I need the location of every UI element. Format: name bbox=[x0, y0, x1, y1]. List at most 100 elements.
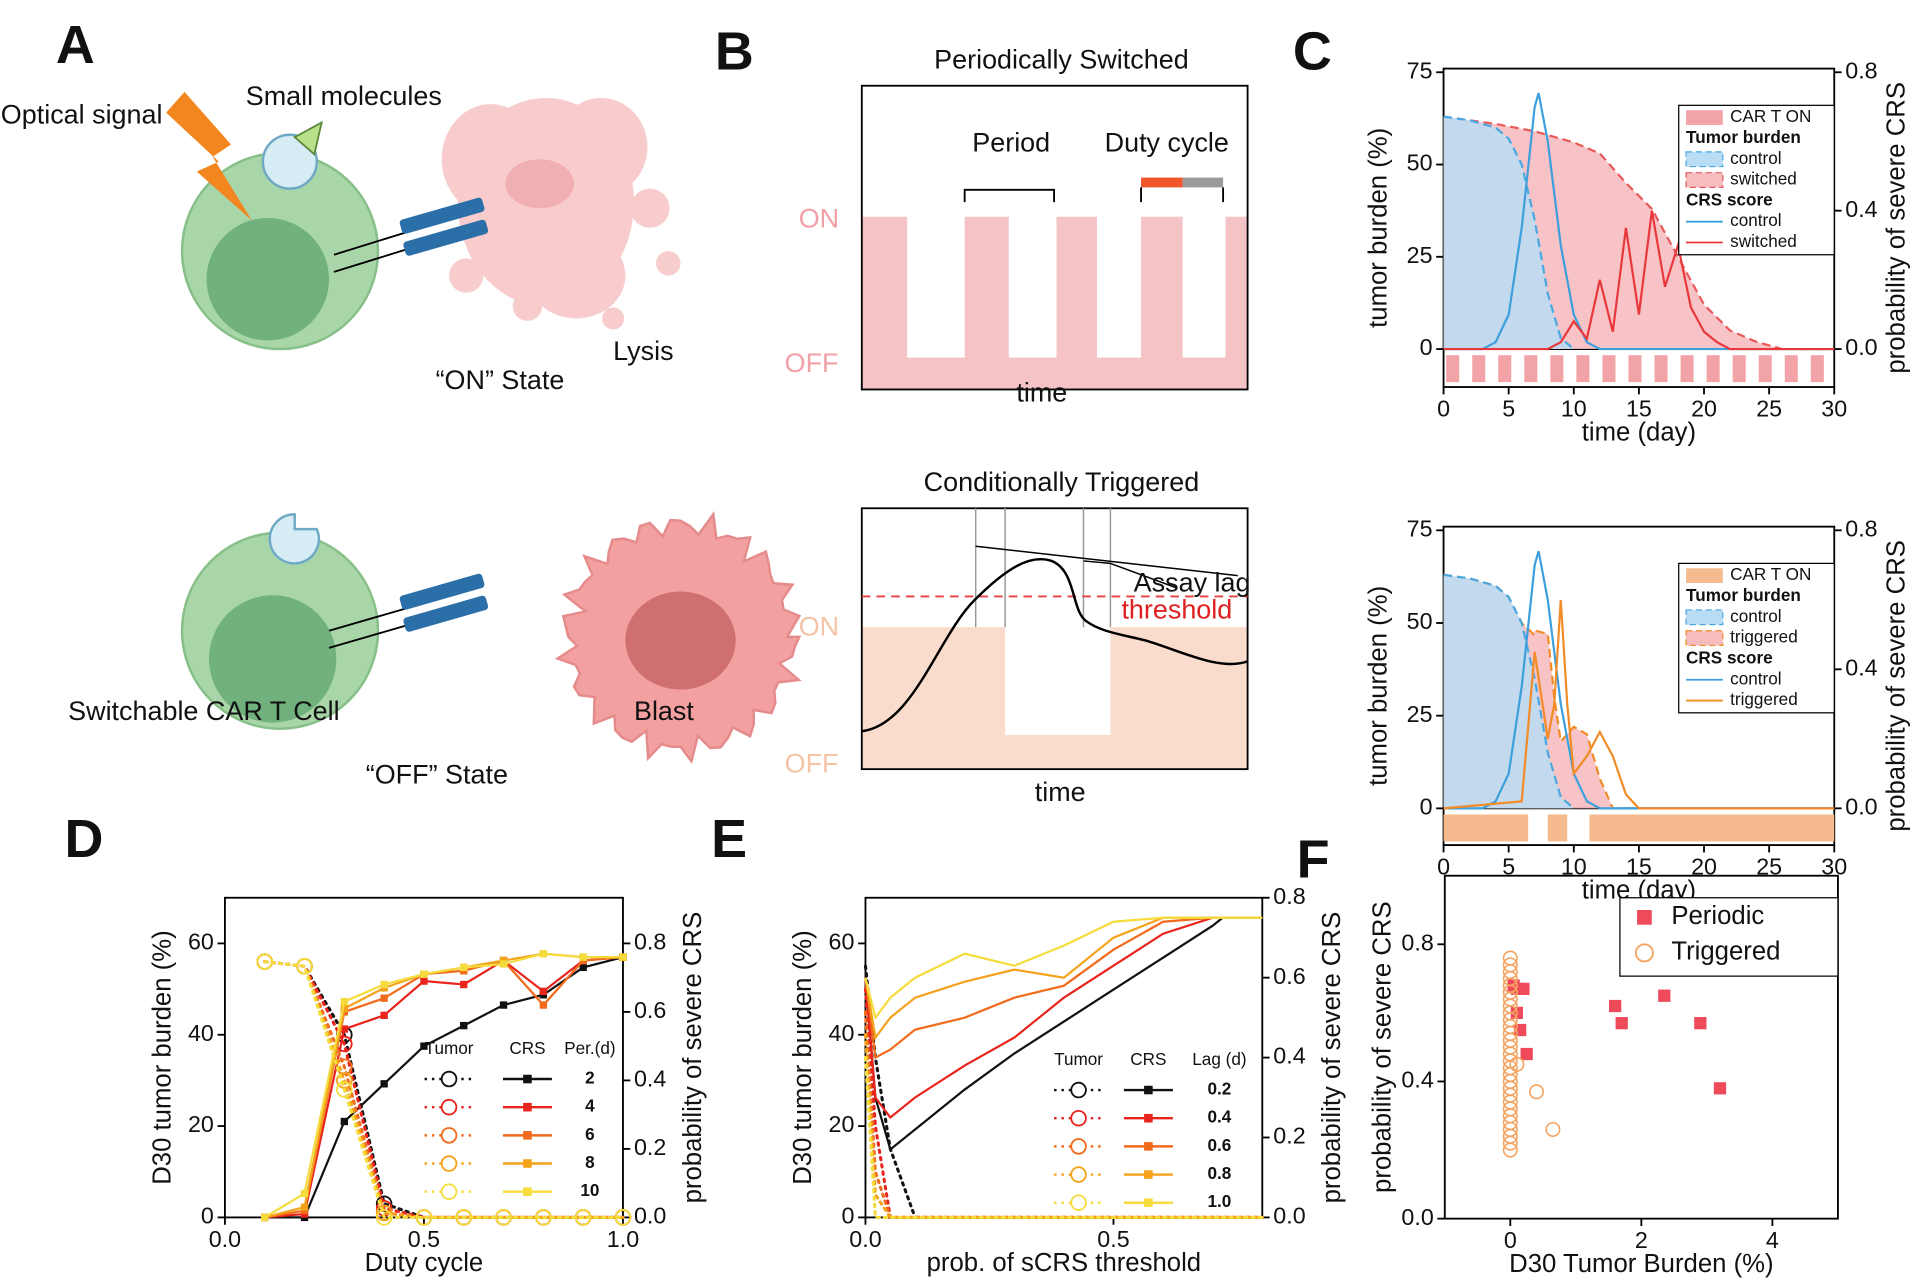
tumor-line bbox=[1443, 115, 1575, 350]
label: threshold bbox=[1121, 594, 1232, 624]
tumor-marker bbox=[296, 957, 313, 975]
point bbox=[1545, 1121, 1561, 1138]
label: Period bbox=[972, 128, 1050, 158]
tumor-marker bbox=[614, 1209, 632, 1226]
crs-line bbox=[264, 952, 623, 1219]
crs-marker bbox=[380, 1011, 388, 1020]
legend-label: triggered bbox=[1730, 689, 1798, 709]
x-tick-label: 2 bbox=[1635, 1227, 1648, 1253]
y-tick-label: 25 bbox=[1407, 701, 1433, 727]
label: Switchable CAR T Cell bbox=[68, 696, 339, 726]
crs-marker bbox=[460, 1021, 468, 1030]
crs-marker bbox=[380, 994, 388, 1002]
point bbox=[1615, 1017, 1628, 1030]
car-receptor bbox=[333, 197, 489, 273]
nucleus bbox=[208, 595, 337, 723]
legend-label: control bbox=[1730, 148, 1781, 168]
tumor-marker bbox=[375, 1209, 393, 1226]
label: Lysis bbox=[613, 336, 673, 366]
crs-line bbox=[864, 916, 1263, 1152]
legend-group: Tumor burden bbox=[1686, 127, 1801, 147]
y-tick-label: 75 bbox=[1407, 57, 1433, 83]
label: time bbox=[1035, 777, 1086, 807]
tumor-line bbox=[1443, 115, 1835, 351]
x-axis-label: prob. of sCRS threshold bbox=[927, 1249, 1201, 1277]
x-tick-label: 5 bbox=[1502, 853, 1515, 879]
x-tick-label: 25 bbox=[1756, 395, 1782, 421]
label: Optical signal bbox=[1, 99, 163, 129]
y2-tick-label: 0.8 bbox=[1845, 57, 1877, 83]
legend-label: control bbox=[1730, 606, 1781, 626]
y2-axis-label: probability of severe CRS bbox=[1883, 82, 1911, 374]
point bbox=[1520, 1047, 1533, 1061]
label: time bbox=[1016, 377, 1067, 407]
legend-crs-marker bbox=[523, 1102, 532, 1112]
panel-label: E bbox=[711, 809, 747, 869]
label: Duty cycle bbox=[1105, 128, 1229, 158]
legend-label: 8 bbox=[585, 1152, 595, 1172]
tumor-line bbox=[263, 960, 625, 1219]
y2-tick-label: 0.8 bbox=[1273, 883, 1305, 909]
x-tick-label: 15 bbox=[1626, 395, 1652, 421]
tumor-line bbox=[863, 1056, 1264, 1219]
legend-tumor-marker bbox=[440, 1070, 458, 1088]
on-interval bbox=[1628, 355, 1642, 383]
label: OFF bbox=[785, 348, 839, 378]
crs-line bbox=[264, 956, 624, 1219]
duty-off bbox=[1182, 177, 1224, 188]
legend-swatch bbox=[1685, 630, 1724, 647]
on-interval bbox=[1547, 814, 1568, 842]
legend-swatch bbox=[1634, 943, 1654, 963]
legend-label: 0.8 bbox=[1208, 1163, 1232, 1183]
receptor-pocket bbox=[261, 133, 318, 190]
square-wave bbox=[861, 216, 1248, 390]
legend-crs-marker bbox=[1144, 1113, 1153, 1123]
y2-tick-label: 0.2 bbox=[634, 1134, 666, 1160]
burden-curve bbox=[861, 558, 1248, 733]
x-tick-label: 30 bbox=[1821, 395, 1847, 421]
y-tick-label: 0 bbox=[201, 1203, 214, 1229]
y-tick-label: 60 bbox=[188, 929, 214, 955]
crs-line bbox=[1443, 599, 1835, 810]
x-tick-label: 0 bbox=[1504, 1227, 1517, 1253]
crs-marker bbox=[380, 980, 388, 989]
legend-crs-marker bbox=[523, 1187, 532, 1196]
legend-tumor-marker bbox=[440, 1183, 458, 1200]
label: Small molecules bbox=[246, 81, 442, 111]
y-axis-label: D30 tumor burden (%) bbox=[789, 930, 817, 1184]
legend-crs-marker bbox=[1144, 1170, 1153, 1179]
duty-bracket bbox=[1140, 187, 1225, 203]
point bbox=[1609, 999, 1622, 1013]
legend-swatch bbox=[1637, 909, 1652, 925]
legend-label: 2 bbox=[585, 1068, 595, 1088]
x-tick-label: 0.5 bbox=[1097, 1226, 1129, 1252]
point bbox=[1502, 957, 1518, 973]
title: Conditionally Triggered bbox=[924, 467, 1200, 497]
legend-crs-marker bbox=[1144, 1085, 1153, 1095]
legend-tumor-marker bbox=[1070, 1194, 1087, 1211]
receptor-pocket bbox=[268, 513, 320, 565]
on-interval bbox=[1472, 355, 1486, 383]
legend-tumor-marker bbox=[1070, 1109, 1087, 1127]
on-interval bbox=[1654, 355, 1668, 383]
optical-bolt bbox=[166, 91, 252, 221]
point bbox=[1694, 1017, 1707, 1030]
legend-group: CRS score bbox=[1686, 647, 1773, 667]
small-molecule bbox=[293, 120, 324, 157]
legend-label: triggered bbox=[1730, 627, 1798, 647]
y-tick-label: 60 bbox=[829, 929, 855, 955]
assay-lag-lines bbox=[975, 545, 1238, 589]
y-tick-label: 20 bbox=[188, 1111, 214, 1137]
legend-crs-marker bbox=[523, 1074, 532, 1084]
legend-swatch bbox=[1686, 568, 1723, 583]
y-axis-label: probability of severe CRS bbox=[1368, 901, 1396, 1193]
legend-label: CAR T ON bbox=[1730, 106, 1811, 126]
tumor-marker bbox=[535, 1209, 552, 1226]
legend-crs-marker bbox=[523, 1131, 532, 1140]
point bbox=[1658, 989, 1671, 1002]
legend-label: 4 bbox=[585, 1096, 595, 1116]
period-bracket bbox=[963, 188, 1056, 203]
frame bbox=[860, 84, 1249, 391]
crs-marker bbox=[579, 963, 587, 972]
